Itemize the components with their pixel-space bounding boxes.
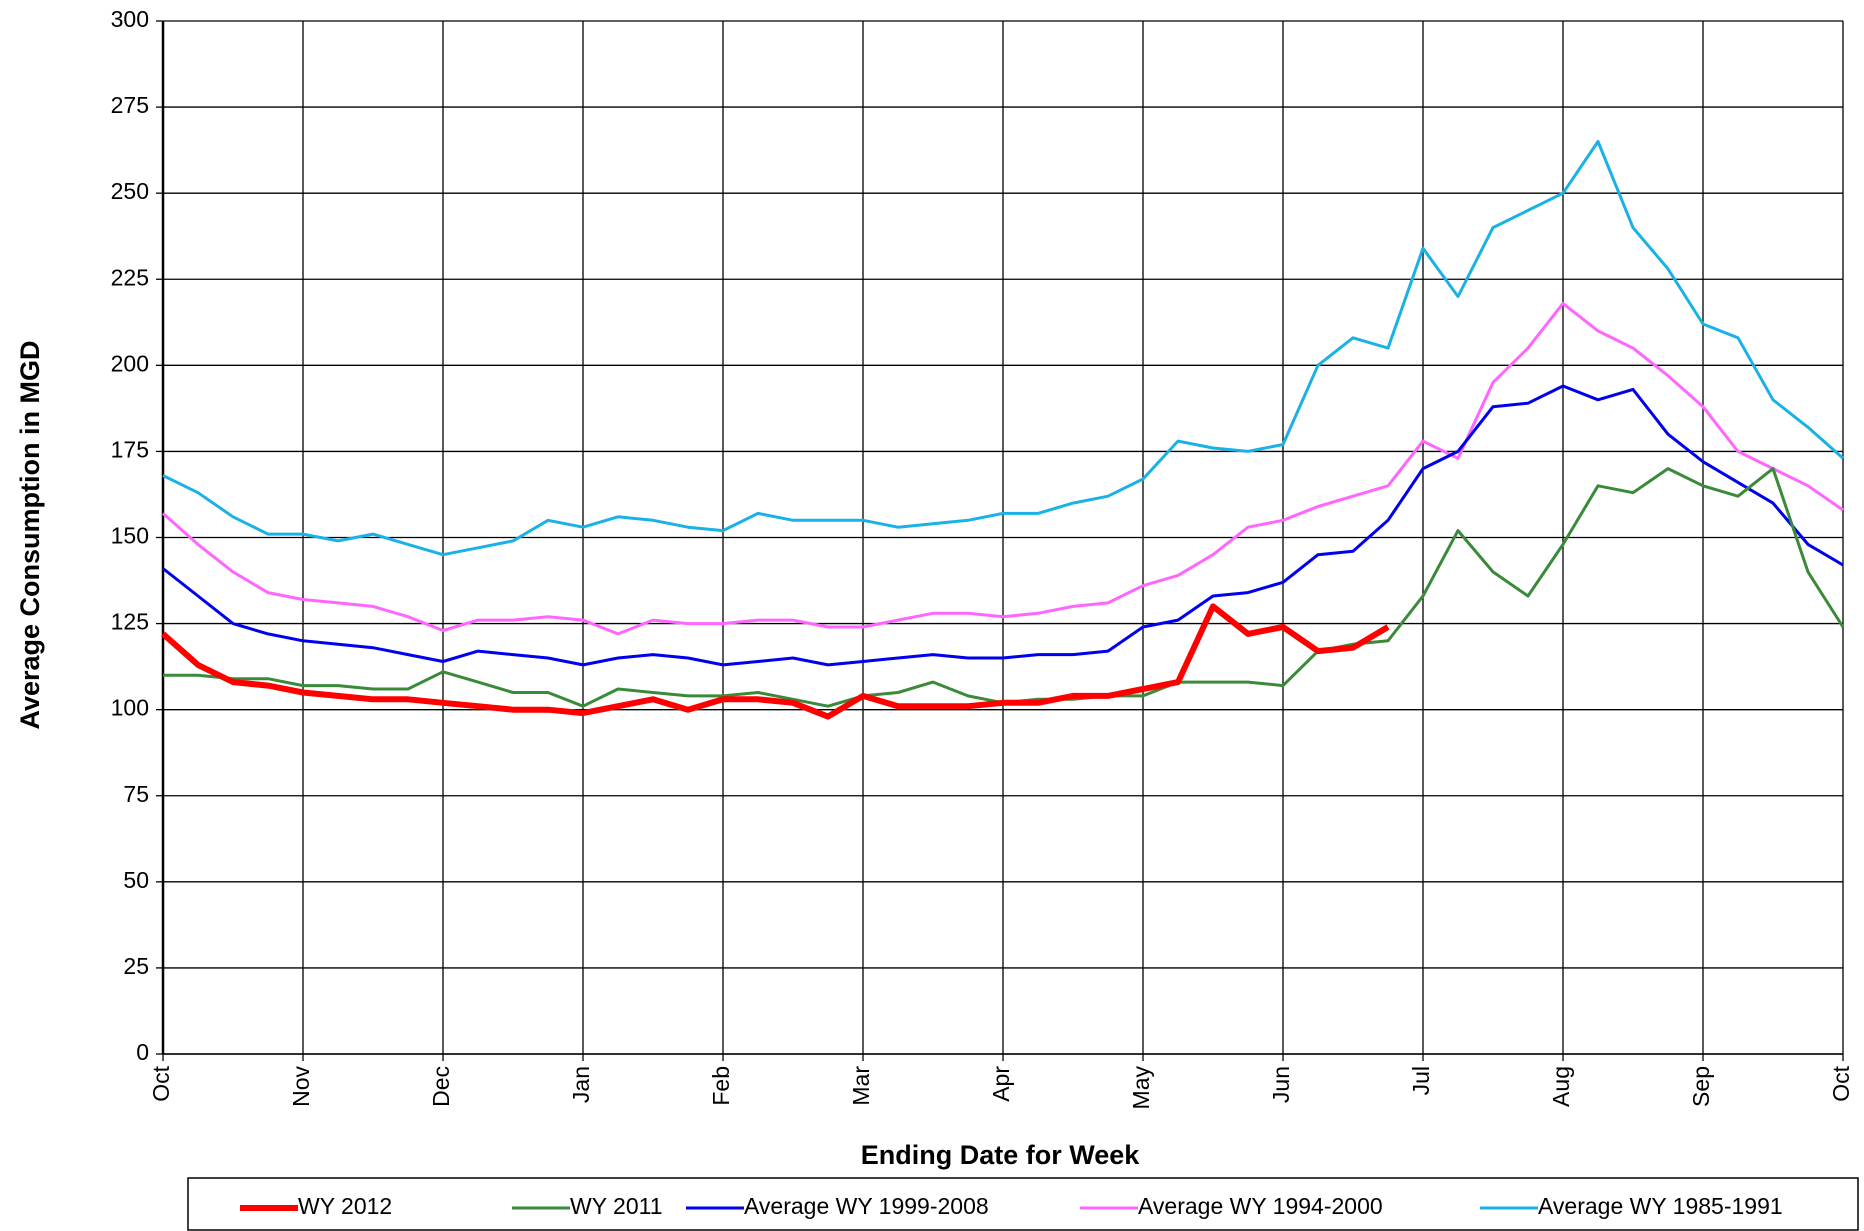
x-tick-label: Apr (988, 1066, 1014, 1102)
series-line (162, 301, 1844, 636)
y-tick-label: 150 (111, 523, 149, 549)
x-tick-label: Feb (708, 1066, 734, 1106)
x-tick-label: Oct (1828, 1065, 1854, 1101)
series-line (162, 140, 1844, 557)
y-tick-label: 100 (111, 695, 149, 721)
x-tick-label: Jun (1268, 1066, 1294, 1103)
y-tick-label: 200 (111, 350, 149, 376)
x-tick-label: May (1128, 1066, 1154, 1110)
y-tick-label: 25 (123, 953, 149, 979)
y-tick-label: 50 (123, 867, 149, 893)
legend-label: WY 2011 (570, 1193, 662, 1219)
x-tick-label: Mar (848, 1066, 874, 1106)
y-tick-label: 250 (111, 178, 149, 204)
x-tick-label: Jul (1408, 1066, 1434, 1095)
x-tick-label: Aug (1548, 1066, 1574, 1107)
series-line (161, 603, 1390, 720)
y-tick-label: 175 (111, 436, 149, 462)
series-line (162, 384, 1844, 667)
x-tick-label: Sep (1688, 1066, 1714, 1107)
x-axis-title: Ending Date for Week (861, 1140, 1141, 1170)
legend-label: WY 2012 (298, 1193, 392, 1219)
x-tick-label: Dec (428, 1066, 454, 1107)
x-tick-label: Jan (568, 1066, 594, 1103)
y-tick-label: 75 (123, 781, 149, 807)
y-axis-title: Average Consumption in MGD (15, 340, 45, 729)
y-tick-label: 125 (111, 609, 149, 635)
legend-box (187, 1177, 1859, 1231)
x-tick-label: Oct (148, 1065, 174, 1101)
y-tick-label: 300 (111, 6, 149, 32)
legend-label: Average WY 1999-2008 (744, 1193, 989, 1219)
y-tick-label: 0 (136, 1039, 149, 1065)
y-tick-label: 275 (111, 92, 149, 118)
y-tick-label: 225 (111, 264, 149, 290)
legend-label: Average WY 1994-2000 (1138, 1193, 1383, 1219)
x-tick-label: Nov (288, 1066, 314, 1107)
legend-label: Average WY 1985-1991 (1538, 1193, 1783, 1219)
